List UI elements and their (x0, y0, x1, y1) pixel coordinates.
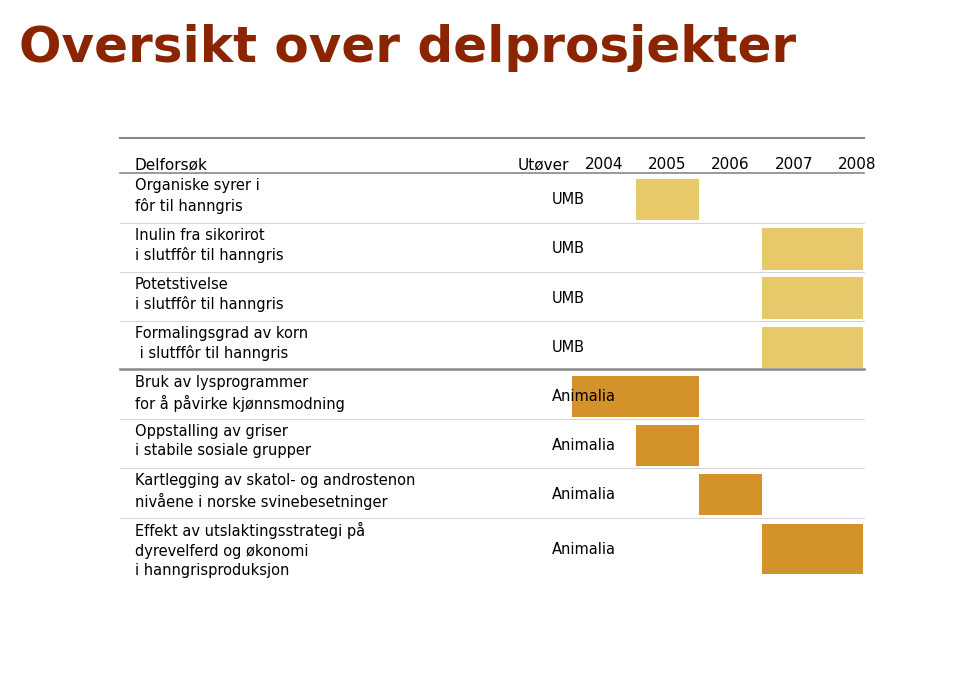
Text: Animalia: Animalia (551, 438, 615, 453)
Text: Inulin fra sikorirot
i slutffôr til hanngris: Inulin fra sikorirot i slutffôr til hann… (134, 228, 283, 263)
Text: Effekt av utslaktingsstrategi på
dyrevelferd og økonomi
i hanngrisproduksjon: Effekt av utslaktingsstrategi på dyrevel… (134, 522, 365, 578)
Text: Delforsøk: Delforsøk (134, 157, 207, 172)
Text: Animalia: Animalia (551, 541, 615, 556)
Bar (636, 179, 699, 220)
Text: Oppstalling av griser
i stabile sosiale grupper: Oppstalling av griser i stabile sosiale … (134, 424, 311, 458)
Text: Animalia: Animalia (551, 389, 615, 404)
Bar (699, 474, 762, 515)
Text: UMB: UMB (551, 241, 585, 257)
Text: Potetstivelse
i slutffôr til hanngris: Potetstivelse i slutffôr til hanngris (134, 276, 283, 312)
Bar (636, 425, 699, 466)
Text: Animalia: Animalia (551, 487, 615, 502)
Text: Oversikt over delprosjekter: Oversikt over delprosjekter (19, 24, 797, 72)
Text: 2008: 2008 (838, 157, 876, 172)
Text: 2007: 2007 (775, 157, 813, 172)
Bar (572, 376, 699, 417)
Text: UMB: UMB (551, 340, 585, 355)
Text: UMB: UMB (551, 192, 585, 207)
Bar (762, 524, 863, 574)
Text: Organiske syrer i
fôr til hanngris: Organiske syrer i fôr til hanngris (134, 178, 259, 214)
Text: 2006: 2006 (711, 157, 750, 172)
Bar (762, 228, 863, 270)
Text: Utøver: Utøver (518, 157, 569, 172)
Bar (762, 327, 863, 368)
Text: Kartlegging av skatol- og androstenon
nivåene i norske svinebesetninger: Kartlegging av skatol- og androstenon ni… (134, 473, 416, 510)
Text: 2004: 2004 (585, 157, 623, 172)
Text: UMB: UMB (551, 291, 585, 305)
Bar (762, 277, 863, 319)
Text: 2005: 2005 (648, 157, 686, 172)
Text: Formalingsgrad av korn
 i slutffôr til hanngris: Formalingsgrad av korn i slutffôr til ha… (134, 326, 308, 362)
Text: Bruk av lysprogrammer
for å påvirke kjønnsmodning: Bruk av lysprogrammer for å påvirke kjøn… (134, 375, 345, 412)
